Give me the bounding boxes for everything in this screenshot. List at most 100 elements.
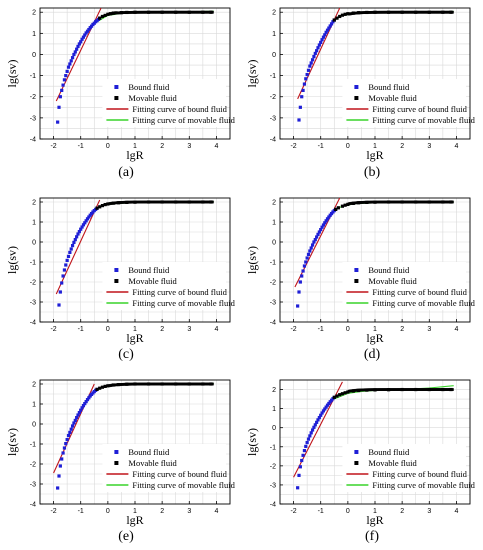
bound-point: [316, 46, 320, 50]
movable-point: [98, 386, 102, 390]
bound-point: [308, 64, 312, 68]
y-tick-label: -2: [270, 280, 276, 287]
bound-point: [329, 22, 334, 26]
bound-point: [297, 290, 301, 294]
bound-point: [70, 244, 75, 248]
chart-panel-f: -2 -1 0 1 2 3 4 -4 -3 -2 -1 0 1 2 lgR lg(sv) Bound fluid…: [245, 379, 476, 544]
bound-point: [72, 52, 76, 57]
x-tick-label: 2: [160, 143, 164, 150]
x-tick-label: 0: [346, 508, 350, 515]
bound-point: [302, 264, 307, 268]
x-tick-label: 1: [373, 508, 377, 515]
bound-point: [70, 56, 75, 60]
bound-point: [301, 453, 305, 457]
bound-point: [317, 415, 321, 420]
bound-point: [62, 268, 67, 272]
x-axis-label: lgR: [366, 148, 383, 162]
legend-marker: [354, 461, 359, 465]
bound-point: [68, 250, 72, 254]
legend-label: Fitting curve of movable fluid: [132, 298, 235, 308]
bound-point: [324, 405, 328, 409]
y-tick-label: 0: [32, 52, 36, 59]
x-tick-label: 0: [106, 143, 110, 150]
y-tick-label: -4: [270, 502, 276, 509]
legend-label: Fitting curve of bound fluid: [132, 287, 227, 297]
bound-point: [83, 402, 87, 406]
y-tick-label: -1: [30, 260, 36, 267]
x-tick-label: 0: [106, 326, 110, 333]
bound-point: [308, 434, 312, 438]
bound-point: [65, 258, 69, 262]
bound-point: [64, 263, 68, 267]
bound-point: [57, 474, 61, 478]
movable-point: [100, 385, 105, 389]
bound-point: [321, 409, 326, 413]
bound-point: [313, 423, 317, 427]
bound-point: [315, 235, 319, 239]
y-tick-label: -1: [270, 444, 276, 451]
bound-point: [300, 274, 304, 278]
y-tick-label: -4: [270, 137, 276, 144]
x-tick-label: 1: [133, 143, 137, 150]
x-tick-label: 3: [187, 326, 191, 333]
bound-point: [88, 213, 92, 217]
x-axis-label: lgR: [126, 331, 143, 345]
bound-point: [310, 243, 315, 247]
x-tick-label: -2: [50, 143, 56, 150]
y-tick-label: -2: [30, 280, 36, 287]
x-tick-label: 4: [454, 508, 458, 515]
bound-point: [61, 274, 65, 278]
legend-label: Fitting curve of movable fluid: [372, 480, 475, 490]
x-tick-label: 2: [400, 326, 404, 333]
y-tick-label: 1: [32, 31, 36, 38]
bound-point: [58, 290, 62, 294]
movable-point: [95, 206, 99, 210]
legend-label: Fitting curve of bound fluid: [132, 469, 227, 479]
bound-point: [308, 249, 312, 253]
x-tick-label: -1: [318, 143, 324, 150]
bound-point: [324, 30, 328, 34]
bound-point: [87, 27, 91, 32]
bound-point: [309, 246, 313, 250]
y-tick-label: 1: [272, 31, 276, 38]
x-tick-label: 3: [187, 508, 191, 515]
y-tick-label: -2: [30, 462, 36, 469]
bound-point: [65, 69, 69, 73]
movable-point: [210, 10, 214, 14]
bound-point: [68, 430, 72, 434]
y-tick-label: -3: [270, 482, 276, 489]
fit-bound-line: [55, 199, 101, 295]
chart-panel-c: -2 -1 0 1 2 3 4 -4 -3 -2 -1 0 1 2 lgR lg(sv) Bound fluid…: [5, 197, 236, 362]
bound-point: [320, 225, 324, 229]
panel-label: (b): [364, 165, 381, 180]
bound-point: [298, 465, 302, 469]
bound-point: [305, 440, 309, 445]
y-tick-label: 1: [32, 220, 36, 227]
bound-point: [309, 61, 313, 65]
bound-point: [69, 59, 73, 63]
x-axis-label: lgR: [366, 331, 383, 345]
movable-point: [343, 391, 347, 395]
y-tick-label: 0: [272, 240, 276, 247]
legend-label: Movable fluid: [128, 276, 177, 286]
x-tick-label: 1: [133, 326, 137, 333]
legend-label: Fitting curve of bound fluid: [372, 469, 467, 479]
x-tick-label: 0: [106, 508, 110, 515]
x-tick-label: 3: [427, 326, 431, 333]
bound-point: [79, 408, 83, 412]
bound-point: [304, 444, 308, 448]
y-tick-label: -4: [30, 502, 36, 509]
legend-marker: [114, 450, 119, 454]
x-tick-label: -1: [318, 508, 324, 515]
bound-point: [319, 228, 323, 232]
data-layer: [53, 382, 214, 490]
bound-point: [298, 105, 302, 109]
x-tick-label: -1: [318, 326, 324, 333]
bound-point: [310, 58, 315, 62]
bound-point: [85, 217, 90, 221]
bound-point: [79, 40, 83, 44]
